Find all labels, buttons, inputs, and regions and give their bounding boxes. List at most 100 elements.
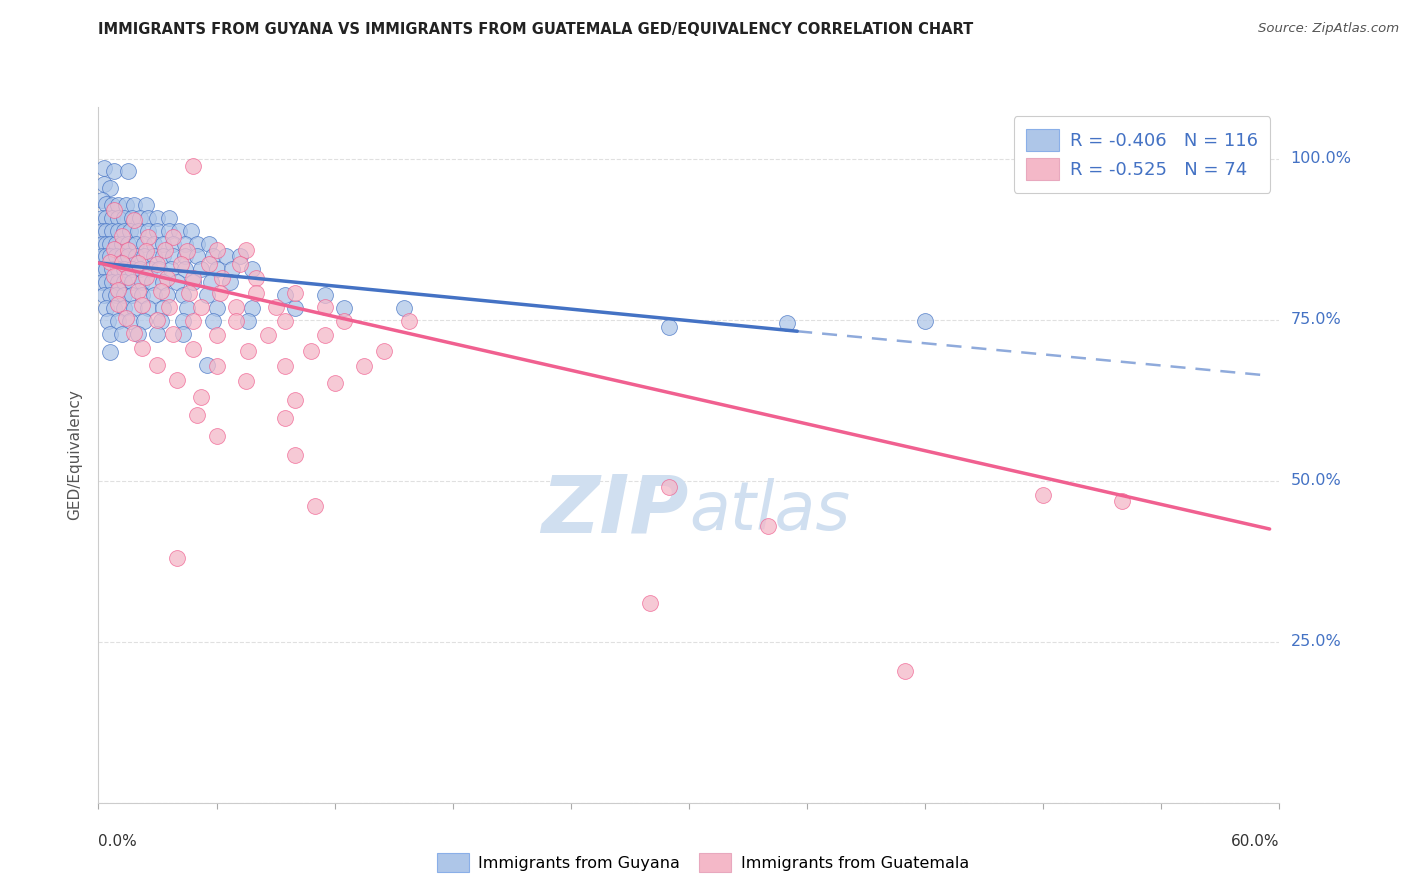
Point [132,250,155,264]
Point [190,262,212,277]
Point [186,236,208,251]
Point [98,250,121,264]
Point [323,376,346,390]
Point [146,312,169,326]
Point [98,236,121,251]
Point [101,275,124,289]
Point [170,257,193,271]
Point [172,314,194,328]
Point [98,180,121,194]
Point [142,250,165,264]
Point [157,300,180,314]
Point [146,257,169,271]
Point [117,236,139,251]
Text: IMMIGRANTS FROM GUYANA VS IMMIGRANTS FROM GUATEMALA GED/EQUIVALENCY CORRELATION : IMMIGRANTS FROM GUYANA VS IMMIGRANTS FRO… [98,22,974,37]
Point [141,275,163,289]
Point [160,262,183,277]
Point [264,300,287,314]
Point [125,250,148,264]
Point [152,236,174,251]
Point [107,314,129,328]
Point [284,285,307,300]
Point [111,250,134,264]
Point [132,314,155,328]
Point [98,326,121,341]
Y-axis label: GED/Equivalency: GED/Equivalency [67,390,83,520]
Point [91,236,114,251]
Point [284,448,307,462]
Point [314,328,336,343]
Point [107,297,129,311]
Point [96,196,118,211]
Point [235,243,257,257]
Point [112,301,135,315]
Point [146,358,169,372]
Point [274,410,297,425]
Point [155,243,177,257]
Point [205,243,228,257]
Point [111,236,134,251]
Point [256,328,278,343]
Point [205,301,228,315]
Point [111,256,134,270]
Point [152,275,174,289]
Point [333,314,356,328]
Point [127,285,149,299]
Point [131,298,153,312]
Point [97,314,120,328]
Point [245,271,267,285]
Point [96,250,118,264]
Point [146,326,169,341]
Point [107,224,129,238]
Point [105,236,128,251]
Point [107,211,129,225]
Point [157,211,180,225]
Point [112,224,135,238]
Point [98,254,121,268]
Point [174,236,197,251]
Point [240,301,263,315]
Point [101,262,124,277]
Point [284,392,307,407]
Point [392,301,415,315]
Point [101,198,124,212]
Point [333,301,356,315]
Point [176,244,198,259]
Point [245,285,267,300]
Point [112,275,135,289]
Point [101,211,124,225]
Point [105,288,128,302]
Point [103,203,125,218]
Point [121,288,143,302]
Point [181,343,204,357]
Text: 75.0%: 75.0% [1291,312,1341,327]
Point [205,262,228,277]
Point [658,320,681,334]
Point [93,288,115,302]
Point [107,275,129,289]
Point [152,250,174,264]
Point [135,198,157,212]
Point [122,301,145,315]
Point [190,390,212,404]
Point [142,236,165,251]
Point [219,275,242,289]
Point [117,250,139,264]
Point [181,275,204,289]
Point [373,343,395,358]
Point [894,664,917,678]
Text: 100.0%: 100.0% [1291,151,1351,166]
Point [205,428,228,442]
Point [150,314,173,328]
Point [91,275,114,289]
Point [186,250,208,264]
Point [200,275,222,289]
Point [236,343,259,358]
Legend: Immigrants from Guyana, Immigrants from Guatemala: Immigrants from Guyana, Immigrants from … [429,845,977,880]
Point [176,301,198,315]
Point [96,275,118,289]
Point [172,326,194,341]
Point [156,288,179,302]
Point [148,262,170,277]
Point [353,359,375,373]
